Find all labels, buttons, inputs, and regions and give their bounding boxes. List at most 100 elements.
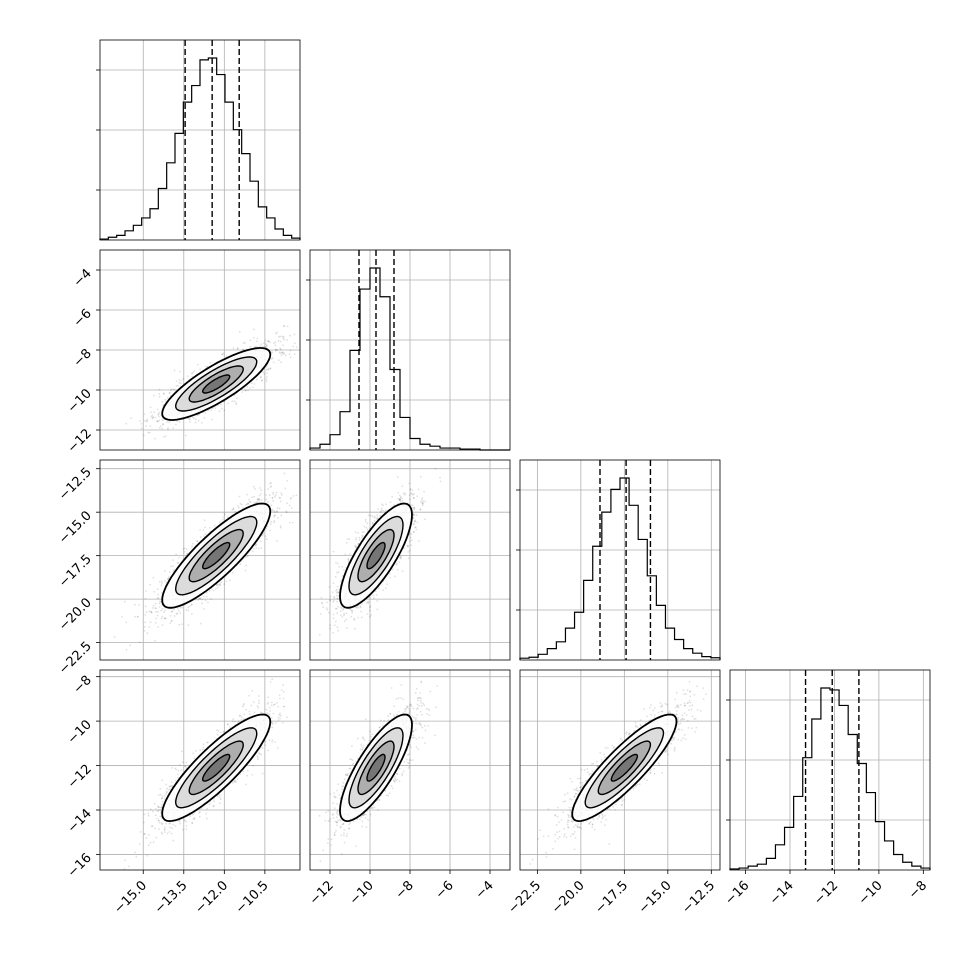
sample-point <box>204 412 207 414</box>
sample-point <box>332 617 335 620</box>
sample-point <box>199 536 202 538</box>
sample-point <box>175 380 178 382</box>
scatter-panel-3-1 <box>99 459 301 661</box>
sample-point <box>279 335 282 338</box>
sample-point <box>295 494 298 497</box>
sample-point <box>264 346 267 349</box>
sample-point <box>242 348 244 350</box>
sample-point <box>265 498 268 501</box>
sample-point <box>172 388 175 391</box>
sample-point <box>265 345 268 348</box>
sample-point <box>204 599 207 602</box>
sample-point <box>382 509 384 512</box>
sample-point <box>191 545 194 548</box>
sample-point <box>259 376 262 379</box>
sample-point <box>146 632 149 635</box>
axes-frame <box>309 249 511 451</box>
sample-point <box>175 385 178 387</box>
sample-point <box>265 494 267 496</box>
sample-point <box>270 504 273 507</box>
sample-point <box>208 590 211 592</box>
sample-point <box>272 361 275 364</box>
sample-point <box>161 427 164 430</box>
sample-point <box>188 418 191 420</box>
scatter-panel-2-1 <box>99 249 301 451</box>
sample-point <box>274 349 277 352</box>
sample-point <box>253 383 256 385</box>
sample-point <box>223 514 226 516</box>
sample-point <box>154 607 157 609</box>
sample-point <box>210 598 213 600</box>
sample-point <box>328 586 331 588</box>
histogram-step-line <box>99 57 301 240</box>
sample-point <box>168 576 170 578</box>
sample-point <box>201 602 203 605</box>
sample-point <box>204 533 207 536</box>
sample-point <box>185 609 188 611</box>
sample-point <box>160 584 163 587</box>
sample-point <box>364 518 367 521</box>
sample-point <box>192 416 194 419</box>
sample-point <box>173 388 176 391</box>
sample-point <box>397 568 399 571</box>
sample-point <box>198 597 201 600</box>
sample-point <box>269 368 272 370</box>
sample-point <box>164 435 167 438</box>
sample-point <box>192 543 194 545</box>
sample-point <box>267 367 270 370</box>
sample-point <box>223 512 226 515</box>
sample-point <box>162 423 164 426</box>
sample-point <box>155 617 158 620</box>
sample-point <box>274 348 277 351</box>
sample-point <box>242 342 245 345</box>
sample-point <box>171 610 173 613</box>
sample-point <box>263 373 266 375</box>
sample-point <box>255 345 257 348</box>
sample-point <box>145 590 148 592</box>
sample-point <box>158 393 161 395</box>
sample-point <box>291 521 294 524</box>
sample-point <box>236 347 239 350</box>
sample-point <box>143 420 146 422</box>
sample-point <box>407 551 410 553</box>
sample-point <box>235 402 238 404</box>
sample-point <box>144 613 147 616</box>
sample-point <box>253 502 256 504</box>
sample-point <box>270 520 273 523</box>
sample-point <box>170 565 172 568</box>
sample-point <box>361 603 363 605</box>
sample-point <box>293 353 296 355</box>
sample-point <box>169 391 171 394</box>
sample-point <box>151 417 154 420</box>
sample-point <box>148 610 151 613</box>
sample-point <box>252 386 254 389</box>
sample-point <box>152 576 155 579</box>
sample-point <box>176 420 179 422</box>
sample-point <box>277 517 279 519</box>
sample-point <box>279 340 282 343</box>
sample-point <box>377 508 380 510</box>
sample-point <box>271 357 274 360</box>
sample-point <box>282 344 285 347</box>
sample-point <box>183 551 186 553</box>
sample-point <box>164 398 167 401</box>
sample-point <box>238 506 240 509</box>
sample-point <box>146 420 148 423</box>
sample-point <box>345 541 348 544</box>
sample-point <box>134 615 137 618</box>
sample-point <box>223 409 226 412</box>
sample-point <box>232 347 235 350</box>
sample-point <box>125 422 128 425</box>
sample-point <box>179 606 182 609</box>
sample-point <box>262 371 265 374</box>
sample-point <box>278 351 281 353</box>
sample-point <box>200 421 203 424</box>
sample-point <box>292 495 295 497</box>
sample-point <box>181 606 184 609</box>
sample-point <box>160 580 163 583</box>
sample-point <box>161 419 164 422</box>
sample-point <box>269 482 272 485</box>
sample-point <box>146 418 149 421</box>
sample-point <box>148 431 151 434</box>
